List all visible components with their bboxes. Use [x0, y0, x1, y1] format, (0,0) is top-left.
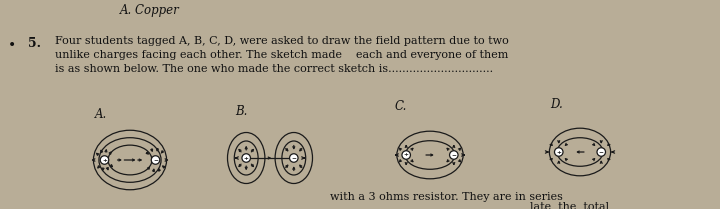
Text: D.: D. — [550, 98, 563, 111]
Text: 5.: 5. — [28, 37, 41, 50]
Text: with a 3 ohms resistor. They are in series: with a 3 ohms resistor. They are in seri… — [330, 192, 563, 202]
Text: late  the  total: late the total — [530, 202, 609, 209]
Circle shape — [554, 148, 563, 156]
Circle shape — [597, 148, 606, 156]
Circle shape — [402, 151, 410, 159]
Circle shape — [449, 151, 458, 159]
Text: •: • — [8, 38, 17, 52]
Circle shape — [242, 154, 251, 162]
Text: unlike charges facing each other. The sketch made    each and everyone of them: unlike charges facing each other. The sk… — [55, 50, 508, 60]
Circle shape — [289, 154, 298, 162]
Text: A. Copper: A. Copper — [120, 4, 180, 17]
Text: B.: B. — [235, 105, 248, 118]
Text: +: + — [557, 149, 561, 154]
Text: C.: C. — [395, 100, 408, 113]
Text: −: − — [153, 158, 158, 163]
Text: +: + — [102, 158, 107, 163]
Text: A.: A. — [95, 108, 107, 121]
Text: +: + — [404, 153, 409, 158]
Text: is as shown below. The one who made the correct sketch is.......................: is as shown below. The one who made the … — [55, 64, 493, 74]
Circle shape — [100, 156, 109, 164]
Text: −: − — [292, 155, 296, 161]
Circle shape — [151, 156, 160, 164]
Text: +: + — [244, 155, 248, 161]
Text: −: − — [451, 153, 456, 158]
Text: −: − — [599, 149, 603, 154]
Text: Four students tagged A, B, C, D, were asked to draw the field pattern due to two: Four students tagged A, B, C, D, were as… — [55, 36, 509, 46]
